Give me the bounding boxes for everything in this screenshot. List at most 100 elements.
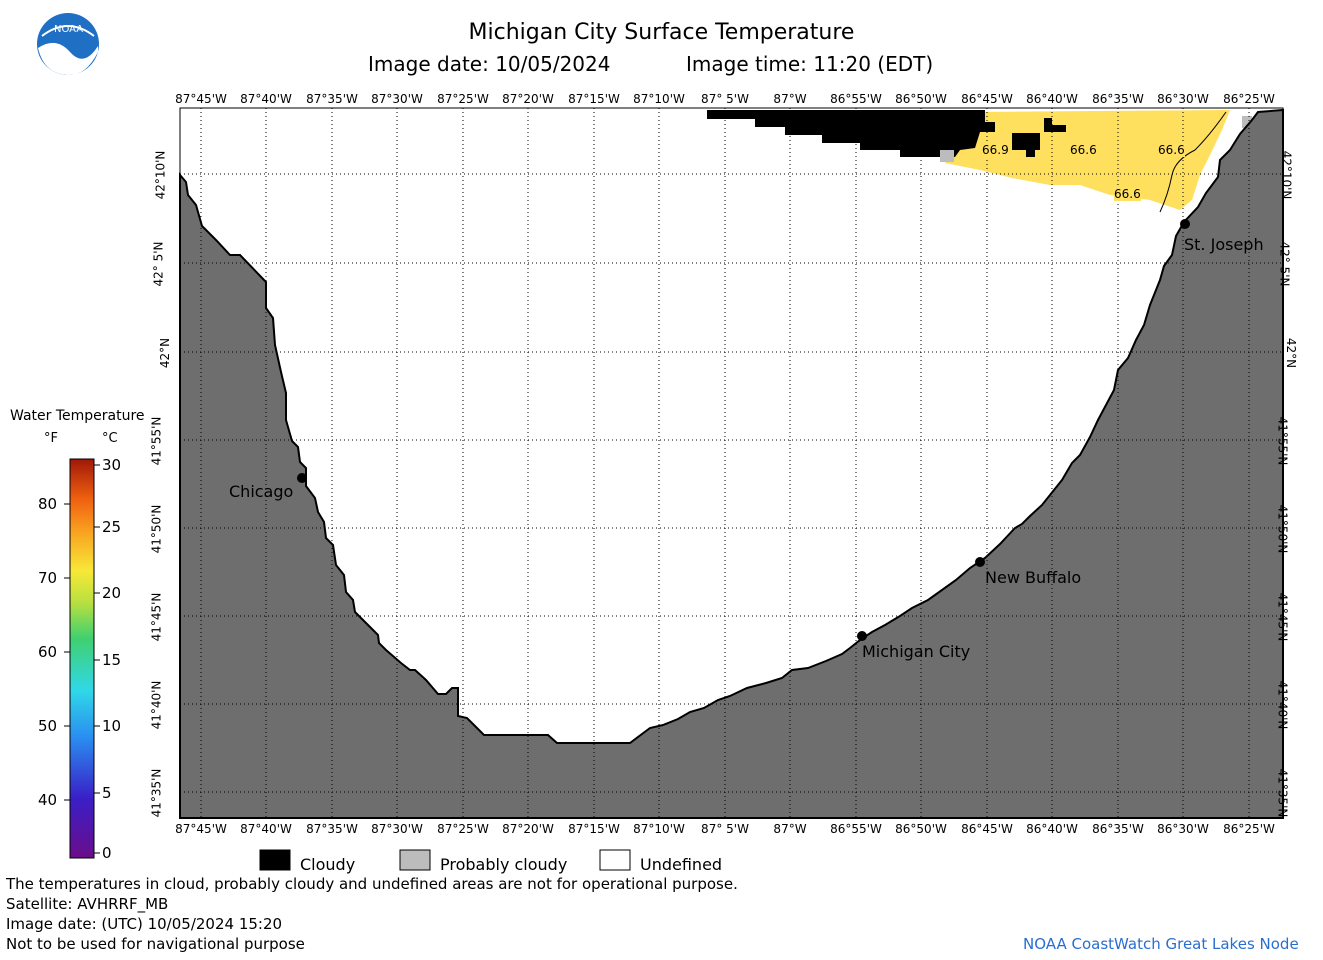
lat-label-left: 42° 5'N [151,241,166,287]
colorbar-c-tick: 25 [102,518,122,536]
lon-label-top: 86°35'W [1092,92,1144,106]
land-west [179,108,1284,819]
colorbar-c-tick: 20 [102,584,122,602]
city-label-michigan-city: Michigan City [862,642,971,661]
lon-label-top: 87°W [773,92,807,106]
lon-label-top: 87°45'W [175,92,227,106]
page-title: Michigan City Surface Temperature [468,20,855,45]
legend-label-undefined: Undefined [640,855,723,874]
lon-label-bottom: 86°45'W [961,822,1013,836]
colorbar-f-tick: 40 [38,791,58,809]
lon-label-top: 86°25'W [1223,92,1275,106]
legend-swatch-undefined [599,849,631,871]
lon-label-bottom: 87°10'W [633,822,685,836]
colorbar-f-tick: 60 [38,643,58,661]
lon-label-bottom: 86°25'W [1223,822,1275,836]
lon-label-top: 87°10'W [633,92,685,106]
lon-label-top: 87° 5'W [701,92,749,106]
lon-label-top: 87°25'W [437,92,489,106]
utc-date-note: Image date: (UTC) 10/05/2024 15:20 [6,915,283,933]
city-label-new-buffalo: New Buffalo [985,568,1082,587]
colorbar-f-tick: 80 [38,495,58,513]
colorbar-f-tick: 70 [38,569,58,587]
legend-label-probably-cloudy: Probably cloudy [440,855,568,874]
lon-label-bottom: 86°55'W [830,822,882,836]
lon-label-bottom: 86°50'W [895,822,947,836]
city-marker-chicago [297,473,307,483]
lon-label-bottom: 87°15'W [568,822,620,836]
lat-label-right: 42°N [1284,337,1299,369]
lon-label-bottom: 87°40'W [240,822,292,836]
credit-link[interactable]: NOAA CoastWatch Great Lakes Node [1023,935,1299,953]
lon-label-bottom: 87°45'W [175,822,227,836]
temp-value-label: 66.6 [1070,143,1097,157]
cloud-region [707,110,995,157]
lon-label-bottom: 86°40'W [1026,822,1078,836]
lon-label-bottom: 86°30'W [1157,822,1209,836]
lat-label-right: 41°40'N [1275,680,1290,730]
lat-label-left: 42°N [158,337,173,369]
lon-label-top: 86°40'W [1026,92,1078,106]
colorbar-c-tick: 15 [102,651,122,669]
noaa-logo: NOAA [36,12,100,76]
lon-label-bottom: 87° 5'W [701,822,749,836]
lat-label-right: 41°35'N [1275,768,1290,818]
lon-label-bottom: 87°W [773,822,807,836]
lat-label-right: 41°50'N [1275,504,1290,554]
colorbar-title: Water Temperature [10,408,145,424]
temp-value-label: 66.6 [1158,143,1185,157]
lon-label-top: 86°30'W [1157,92,1209,106]
lon-label-bottom: 87°30'W [371,822,423,836]
temp-value-label: 66.9 [982,143,1009,157]
lat-label-right: 41°55'N [1275,416,1290,466]
lon-label-top: 87°20'W [502,92,554,106]
river-line [1159,111,1227,213]
cloud-patch [1012,133,1040,157]
colorbar-ticks [64,464,100,854]
legend-swatch-probably-cloudy [399,849,431,871]
lon-label-top: 87°15'W [568,92,620,106]
colorbar-c-tick: 10 [102,717,122,735]
map-frame [179,107,1284,819]
city-marker-michigan-city [857,631,867,641]
lat-label-left: 41°40'N [149,680,164,730]
lon-label-bottom: 87°35'W [306,822,358,836]
city-label-st-joseph: St. Joseph [1184,235,1264,254]
satellite-note: Satellite: AVHRRF_MB [6,895,169,913]
image-date: Image date: 10/05/2024 [368,52,611,76]
lon-label-top: 86°55'W [830,92,882,106]
disclaimer-note: The temperatures in cloud, probably clou… [6,875,738,893]
image-time: Image time: 11:20 (EDT) [686,52,934,76]
probably-cloudy-patch [940,150,954,162]
lat-label-left: 41°50'N [149,504,164,554]
lon-label-bottom: 87°20'W [502,822,554,836]
lon-label-top: 86°45'W [961,92,1013,106]
lon-label-top: 87°35'W [306,92,358,106]
logo-text: NOAA [54,24,84,35]
cloud-patch [1044,118,1066,132]
lat-label-left: 41°35'N [149,768,164,818]
colorbar-f-tick: 50 [38,717,58,735]
lon-label-top: 87°40'W [240,92,292,106]
lat-label-right: 42° 5'N [1277,241,1292,287]
colorbar-unit-f: °F [44,431,58,446]
lon-label-bottom: 87°25'W [437,822,489,836]
lat-label-left: 41°45'N [149,592,164,642]
legend-swatch-cloudy [259,849,291,871]
lat-label-left: 41°55'N [149,416,164,466]
navigation-note: Not to be used for navigational purpose [6,935,305,953]
colorbar-c-tick: 5 [102,784,112,802]
lat-label-left: 42°10'N [153,150,168,200]
city-marker-st-joseph [1180,219,1190,229]
probably-cloudy-patch [1242,116,1252,128]
lon-label-top: 86°50'W [895,92,947,106]
lat-label-right: 42°10'N [1279,150,1294,200]
legend-label-cloudy: Cloudy [300,855,356,874]
lon-label-top: 87°30'W [371,92,423,106]
colorbar-c-tick: 30 [102,456,122,474]
colorbar-unit-c: °C [102,431,118,446]
lat-label-right: 41°45'N [1275,592,1290,642]
colorbar-c-tick: 0 [102,844,112,862]
city-label-chicago: Chicago [229,482,294,501]
